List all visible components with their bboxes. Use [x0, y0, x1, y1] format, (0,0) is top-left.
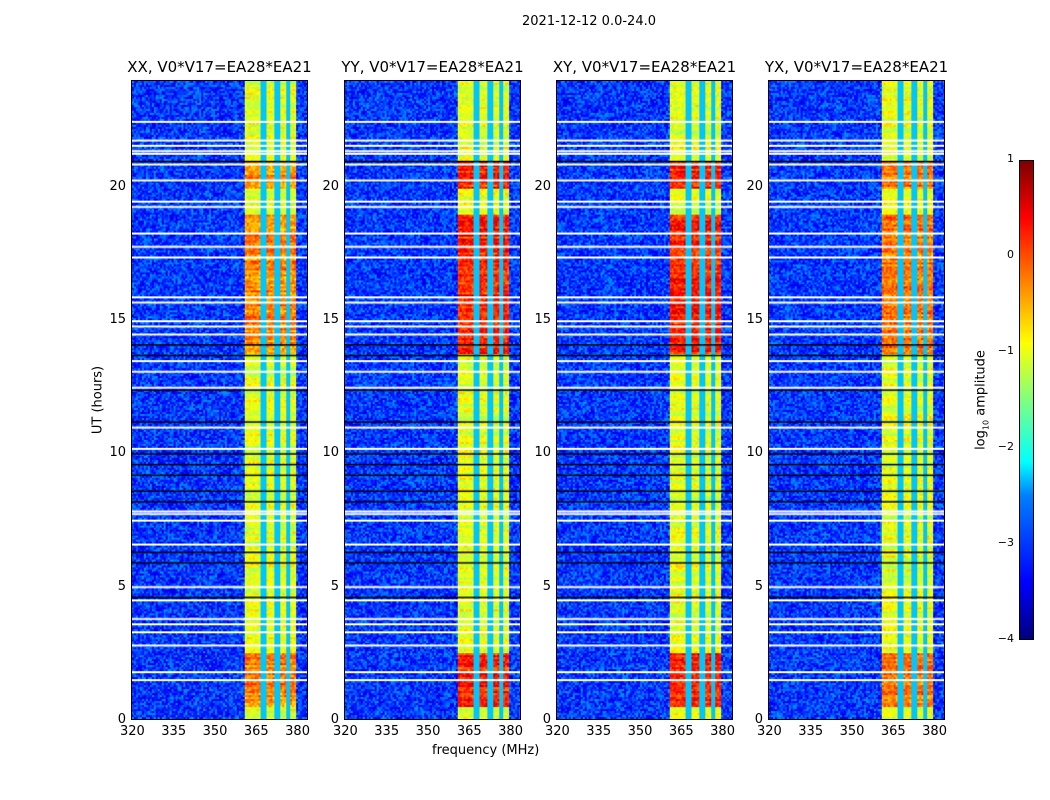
heatmap-panel — [131, 80, 308, 720]
x-tick-label: 320 — [545, 724, 570, 739]
colorbar-tick-label: −1 — [997, 344, 1014, 357]
heatmap-panel — [344, 80, 521, 720]
y-tick-label: 5 — [330, 578, 339, 594]
x-tick-label: 350 — [415, 724, 441, 739]
colorbar-tick-label: −3 — [997, 536, 1014, 549]
colorbar-tick-label: 0 — [1007, 248, 1014, 261]
heatmap-image — [769, 81, 944, 719]
y-tick-label: 0 — [542, 712, 551, 727]
figure-title: 2021-12-12 0.0-24.0 — [522, 14, 656, 29]
x-tick-label: 320 — [333, 724, 358, 739]
x-tick-label: 335 — [374, 724, 400, 739]
x-tick-label: 380 — [922, 724, 947, 739]
panel-title: YY, V0*V17=EA28*EA21 — [341, 58, 524, 76]
x-tick-label: 335 — [798, 724, 824, 739]
x-tick-label: 365 — [880, 724, 906, 739]
y-tick-label: 15 — [746, 312, 763, 327]
y-tick-label: 5 — [754, 578, 763, 594]
y-tick-label: 20 — [322, 178, 339, 194]
y-tick-label: 10 — [534, 445, 551, 461]
x-tick-label: 380 — [285, 724, 310, 739]
x-tick-label: 380 — [498, 724, 523, 739]
y-tick-label: 20 — [534, 178, 551, 194]
x-tick-label: 335 — [586, 724, 612, 739]
panel-title: XX, V0*V17=EA28*EA21 — [127, 58, 312, 76]
y-tick-label: 10 — [322, 445, 339, 461]
x-tick-label: 365 — [243, 724, 269, 739]
y-tick-label: 0 — [330, 712, 339, 727]
heatmap-image — [132, 81, 307, 719]
x-tick-label: 320 — [120, 724, 145, 739]
x-tick-label: 350 — [202, 724, 228, 739]
x-tick-label: 350 — [839, 724, 865, 739]
colorbar-tick-label: −2 — [997, 440, 1014, 453]
y-tick-label: 20 — [109, 178, 126, 194]
colorbar-tick-label: −4 — [997, 632, 1014, 645]
y-tick-label: 15 — [109, 312, 126, 327]
x-axis-label: frequency (MHz) — [432, 743, 540, 758]
x-tick-label: 365 — [668, 724, 694, 739]
colorbar-tick-label: 1 — [1007, 152, 1014, 165]
y-tick-label: 5 — [117, 578, 126, 594]
heatmap-image — [345, 81, 520, 719]
panel-title: YX, V0*V17=EA28*EA21 — [764, 58, 949, 76]
y-tick-label: 5 — [542, 578, 551, 594]
x-tick-label: 365 — [456, 724, 482, 739]
heatmap-image — [557, 81, 732, 719]
colorbar — [1019, 160, 1034, 640]
y-tick-label: 10 — [109, 445, 126, 461]
y-tick-label: 15 — [322, 312, 339, 327]
x-tick-label: 320 — [757, 724, 782, 739]
panel-title: XY, V0*V17=EA28*EA21 — [552, 58, 737, 76]
x-tick-label: 335 — [161, 724, 187, 739]
y-tick-label: 0 — [754, 712, 763, 727]
y-tick-label: 10 — [746, 445, 763, 461]
y-axis-label: UT (hours) — [90, 365, 106, 435]
colorbar-label: log10 amplitude — [973, 350, 991, 450]
y-tick-label: 0 — [117, 712, 126, 727]
y-tick-label: 20 — [746, 178, 763, 194]
heatmap-panel — [556, 80, 733, 720]
y-tick-label: 15 — [534, 312, 551, 327]
heatmap-panel — [768, 80, 945, 720]
x-tick-label: 350 — [627, 724, 653, 739]
x-tick-label: 380 — [710, 724, 735, 739]
